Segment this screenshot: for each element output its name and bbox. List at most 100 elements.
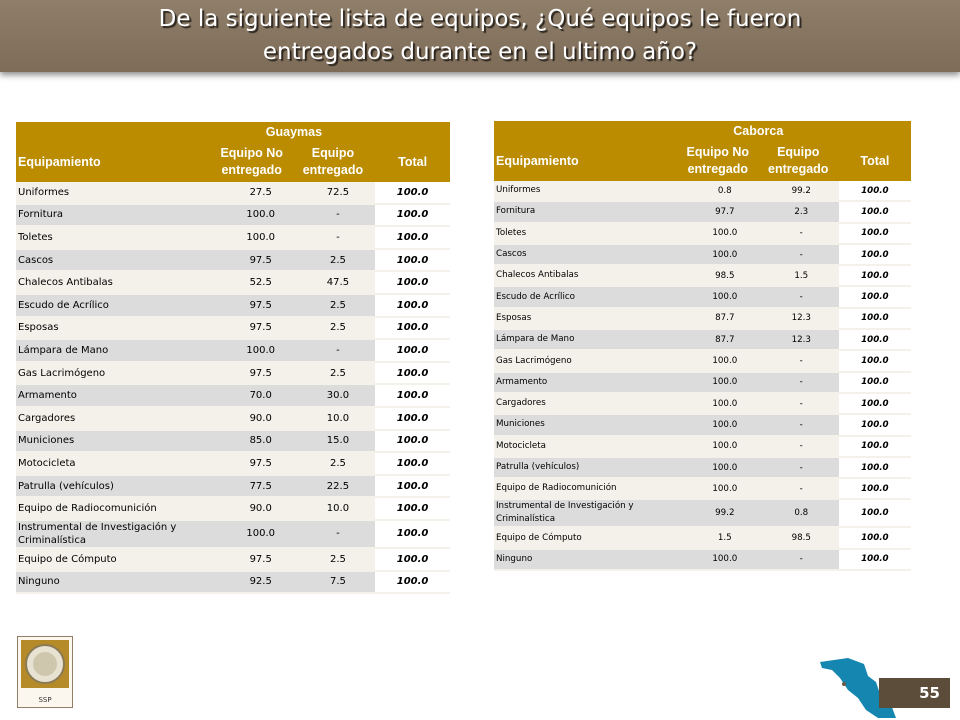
table-row: Motocicleta 97.5 2.5 100.0 — [16, 453, 450, 476]
table-row: Equipo de Cómputo 1.5 98.5 100.0 — [494, 528, 911, 550]
cell-total: 100.0 — [375, 317, 450, 341]
row-label: Esposas — [494, 308, 678, 331]
cell-total: 100.0 — [375, 204, 450, 228]
ssp-logo: SSP — [17, 636, 73, 708]
row-label: Instrumental de Investigación y Criminal… — [494, 500, 678, 529]
cell-entregado: 99.2 — [757, 181, 839, 203]
cell-entregado: - — [290, 204, 376, 228]
table-row: Uniformes 27.5 72.5 100.0 — [16, 182, 450, 205]
cell-total: 100.0 — [375, 453, 450, 476]
row-label: Municiones — [494, 415, 678, 437]
cell-total: 100.0 — [375, 475, 450, 499]
cell-entregado: 47.5 — [290, 272, 376, 295]
cell-no-entregado: 100.0 — [677, 436, 758, 458]
cell-total: 100.0 — [375, 272, 450, 295]
guaymas-table: Guaymas Equipamiento Equipo No entregado… — [16, 122, 450, 595]
table-row: Armamento 70.0 30.0 100.0 — [16, 385, 450, 408]
cell-entregado: 30.0 — [290, 385, 376, 408]
table-row: Motocicleta 100.0-100.0 — [494, 436, 911, 458]
row-label: Fornitura — [494, 202, 678, 224]
row-label: Armamento — [494, 372, 678, 394]
cell-total: 100.0 — [838, 549, 911, 572]
row-label: Equipo de Radiocomunición — [16, 498, 213, 521]
cell-entregado: 2.5 — [290, 548, 376, 572]
table-row: Municiones 100.0-100.0 — [494, 415, 911, 437]
table-row: Armamento 100.0-100.0 — [494, 372, 911, 394]
cell-no-entregado: 100.0 — [677, 457, 758, 480]
row-label: Cargadores — [494, 393, 678, 416]
table-row: Escudo de Acrílico 97.5 2.5 100.0 — [16, 294, 450, 318]
col-header-total: Total — [838, 141, 911, 181]
row-label: Equipo de Cómputo — [494, 528, 678, 550]
cell-no-entregado: 70.0 — [212, 385, 291, 408]
cell-no-entregado: 97.5 — [212, 294, 291, 318]
cell-no-entregado: 97.5 — [212, 317, 291, 341]
cell-no-entregado: 1.5 — [677, 528, 758, 550]
cell-total: 100.0 — [838, 266, 911, 288]
cell-total: 100.0 — [838, 372, 911, 394]
table-row: Lámpara de Mano 100.0-100.0 — [16, 340, 450, 363]
cell-entregado: 0.8 — [757, 500, 839, 529]
cell-entregado: 2.5 — [290, 453, 376, 476]
col-header-total: Total — [375, 142, 450, 182]
row-label: Instrumental de Investigación y Criminal… — [16, 520, 213, 549]
cell-entregado: - — [757, 479, 839, 501]
cell-no-entregado: 97.5 — [212, 548, 291, 572]
table-row: Equipo de Cómputo 97.5 2.5 100.0 — [16, 548, 450, 572]
cell-no-entregado: 97.5 — [212, 362, 291, 386]
col-header-equipamiento: Equipamiento — [16, 142, 213, 182]
cell-no-entregado: 100.0 — [677, 223, 758, 245]
table-row: Cargadores 100.0-100.0 — [494, 393, 911, 416]
cell-entregado: 10.0 — [290, 498, 376, 521]
row-label: Chalecos Antibalas — [16, 272, 213, 295]
cell-entregado: 10.0 — [290, 407, 376, 431]
row-label: Esposas — [16, 317, 213, 341]
cell-total: 100.0 — [375, 249, 450, 273]
cell-entregado: - — [757, 287, 839, 309]
cell-total: 100.0 — [375, 498, 450, 521]
caborca-table: Caborca Equipamiento Equipo No entregado… — [494, 121, 911, 572]
cell-entregado: 15.0 — [290, 430, 376, 454]
group-header-caborca: Caborca — [677, 121, 839, 141]
table-row: Chalecos Antibalas 52.5 47.5 100.0 — [16, 272, 450, 295]
cell-no-entregado: 100.0 — [212, 340, 291, 363]
row-label: Uniformes — [494, 181, 678, 203]
cell-total: 100.0 — [838, 436, 911, 458]
table-row: Cargadores 90.0 10.0 100.0 — [16, 407, 450, 431]
row-label: Cascos — [494, 244, 678, 267]
table-row: Esposas 97.5 2.5 100.0 — [16, 317, 450, 341]
col-header-no-entregado: Equipo No entregado — [677, 141, 758, 181]
cell-no-entregado: 97.5 — [212, 249, 291, 273]
cell-entregado: 7.5 — [290, 571, 376, 595]
table-row: Chalecos Antibalas 98.5 1.5 100.0 — [494, 266, 911, 288]
cell-no-entregado: 100.0 — [677, 393, 758, 416]
cell-no-entregado: 97.7 — [677, 202, 758, 224]
cell-total: 100.0 — [838, 181, 911, 203]
cell-total: 100.0 — [375, 362, 450, 386]
table-row: Gas Lacrimógeno 100.0-100.0 — [494, 351, 911, 373]
row-label: Patrulla (vehículos) — [16, 475, 213, 499]
row-label: Escudo de Acrílico — [494, 287, 678, 309]
table-row: Toletes 100.0-100.0 — [16, 227, 450, 250]
slide-title-line-1: De la siguiente lista de equipos, ¿Qué e… — [158, 6, 802, 32]
slide-title: De la siguiente lista de equipos, ¿Qué e… — [159, 3, 802, 69]
cell-no-entregado: 100.0 — [677, 287, 758, 309]
cell-total: 100.0 — [838, 351, 911, 373]
cell-total: 100.0 — [838, 244, 911, 267]
page-number: 55 — [919, 684, 940, 702]
title-bar: De la siguiente lista de equipos, ¿Qué e… — [0, 0, 960, 72]
slide-title-line-2: entregados durante en el ultimo año? — [262, 39, 698, 65]
cell-total: 100.0 — [375, 430, 450, 454]
cell-entregado: - — [757, 393, 839, 416]
cell-total: 100.0 — [375, 548, 450, 572]
row-label: Lámpara de Mano — [494, 330, 678, 352]
table-row: Municiones 85.0 15.0 100.0 — [16, 430, 450, 454]
row-label: Lámpara de Mano — [16, 340, 213, 363]
cell-no-entregado: 100.0 — [677, 479, 758, 501]
table-row: Patrulla (vehículos) 100.0-100.0 — [494, 457, 911, 480]
cell-entregado: - — [757, 436, 839, 458]
cell-no-entregado: 87.7 — [677, 330, 758, 352]
cell-total: 100.0 — [838, 479, 911, 501]
cell-entregado: 2.5 — [290, 249, 376, 273]
table-row: Equipo de Radiocomunición 90.0 10.0 100.0 — [16, 498, 450, 521]
